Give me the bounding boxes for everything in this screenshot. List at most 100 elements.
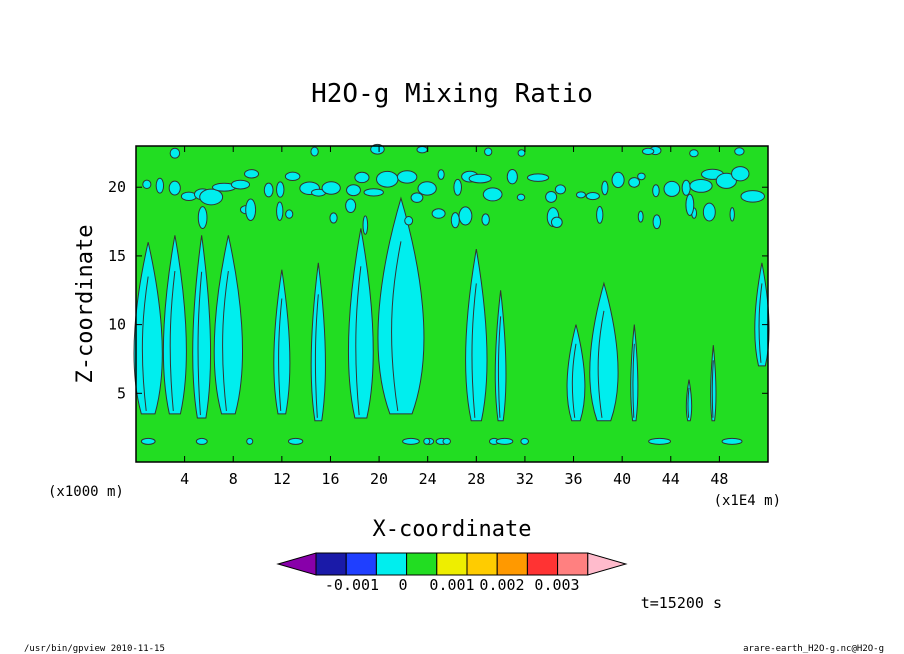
upper-blob — [376, 170, 399, 188]
plume-contour — [391, 241, 402, 411]
upper-blob — [681, 179, 691, 196]
upper-blob — [142, 179, 152, 190]
upper-blob — [450, 212, 460, 229]
negative-anomaly-regions — [133, 196, 770, 422]
time-label: t=15200 s — [641, 594, 722, 612]
upper-blob — [321, 181, 341, 195]
top-blob — [641, 147, 655, 156]
x-tick-label: 4 — [180, 470, 189, 488]
x-axis-ticks: 4 8 12 16 20 24 28 32 36 40 44 48 — [180, 146, 728, 488]
y-tick-label: 15 — [108, 247, 126, 265]
x-tick-label: 32 — [516, 470, 534, 488]
colorbar-over-arrow — [587, 552, 628, 576]
colorbar-swatch — [375, 552, 408, 576]
plume-contour — [571, 343, 577, 418]
plume-contour — [471, 283, 477, 418]
upper-blob — [685, 193, 695, 216]
x-tick-label: 12 — [273, 470, 291, 488]
upper-blob — [575, 191, 586, 199]
upper-blob — [731, 166, 750, 182]
colorbar: -0.001 0 0.001 0.002 0.003 — [276, 552, 628, 594]
upper-blob — [481, 213, 490, 226]
upper-blob — [285, 209, 294, 219]
upper-blob — [702, 202, 716, 222]
footer-right: arare-earth_H2O-g.nc@H2O-g — [743, 644, 884, 654]
chart-title: H2O-g Mixing Ratio — [311, 79, 593, 109]
upper-blob — [263, 182, 274, 198]
x-tick-label: 48 — [710, 470, 728, 488]
upper-blob — [628, 177, 641, 188]
upper-blob — [550, 216, 563, 228]
upper-blob — [545, 190, 558, 203]
colorbar-swatch — [557, 552, 589, 576]
plume-region — [494, 290, 507, 422]
x-tick-label: 36 — [565, 470, 583, 488]
plot-frame — [135, 145, 769, 463]
upper-blob — [482, 187, 503, 202]
plot-background — [136, 146, 768, 462]
upper-blob — [197, 206, 208, 230]
plume-region — [162, 235, 187, 415]
upper-blob — [585, 192, 600, 201]
upper-blob — [199, 188, 224, 206]
y-tick-label: 20 — [108, 178, 126, 196]
top-blob — [310, 146, 319, 157]
top-blob — [734, 147, 745, 156]
upper-blob — [276, 181, 285, 198]
plume-region — [133, 242, 163, 415]
upper-blob — [431, 208, 446, 219]
upper-blob — [729, 207, 735, 222]
ground-blob — [442, 437, 451, 445]
top-blob — [517, 149, 526, 157]
x-tick-label: 24 — [419, 470, 437, 488]
upper-blob — [362, 215, 369, 235]
upper-blob — [554, 184, 566, 195]
upper-blob — [437, 169, 445, 180]
y-tick-label: 5 — [117, 384, 126, 402]
upper-blob — [596, 205, 604, 224]
plume-contour — [632, 343, 635, 418]
upper-blob — [637, 172, 646, 181]
upper-blob — [155, 177, 165, 194]
upper-blob — [516, 193, 526, 201]
plume-region — [213, 235, 244, 415]
ground-blob — [520, 437, 529, 445]
upper-blob — [526, 173, 550, 182]
upper-anomaly-blobs — [140, 143, 765, 445]
upper-blob — [329, 212, 338, 224]
footer-left: /usr/bin/gpview 2010-11-15 — [24, 644, 165, 654]
plume-region — [589, 281, 619, 422]
plume-region — [192, 235, 211, 419]
upper-blob — [458, 206, 473, 226]
plume-contour — [597, 310, 605, 418]
upper-blob — [663, 180, 681, 197]
upper-blob — [363, 188, 384, 197]
x-axis-title: X-coordinate — [373, 517, 532, 542]
x-tick-label: 28 — [467, 470, 485, 488]
colorbar-label: 0.003 — [534, 576, 579, 594]
upper-blob — [276, 201, 284, 221]
plume-contour — [758, 283, 763, 363]
top-blob — [169, 147, 181, 159]
x-unit-right-label: (x1E4 m) — [714, 493, 781, 509]
ground-blob — [423, 437, 431, 445]
colorbar-swatch — [345, 552, 377, 576]
colorbar-label: 0 — [398, 576, 407, 594]
upper-blob — [611, 171, 625, 189]
colorbar-swatch — [496, 552, 528, 576]
upper-blob — [740, 190, 765, 203]
x-tick-label: 16 — [321, 470, 339, 488]
plume-region — [347, 228, 374, 419]
upper-blob — [168, 180, 181, 196]
upper-blob — [346, 184, 361, 197]
upper-blob — [354, 171, 370, 184]
upper-blob — [345, 198, 357, 214]
colorbar-swatch — [315, 552, 347, 576]
plume-contour — [355, 266, 362, 416]
plume-contour — [169, 270, 176, 411]
x-unit-left-label: (x1000 m) — [48, 484, 124, 500]
ground-blob — [195, 437, 208, 445]
top-blob — [689, 149, 699, 158]
plume-contour — [141, 276, 149, 411]
top-blob — [370, 143, 385, 155]
